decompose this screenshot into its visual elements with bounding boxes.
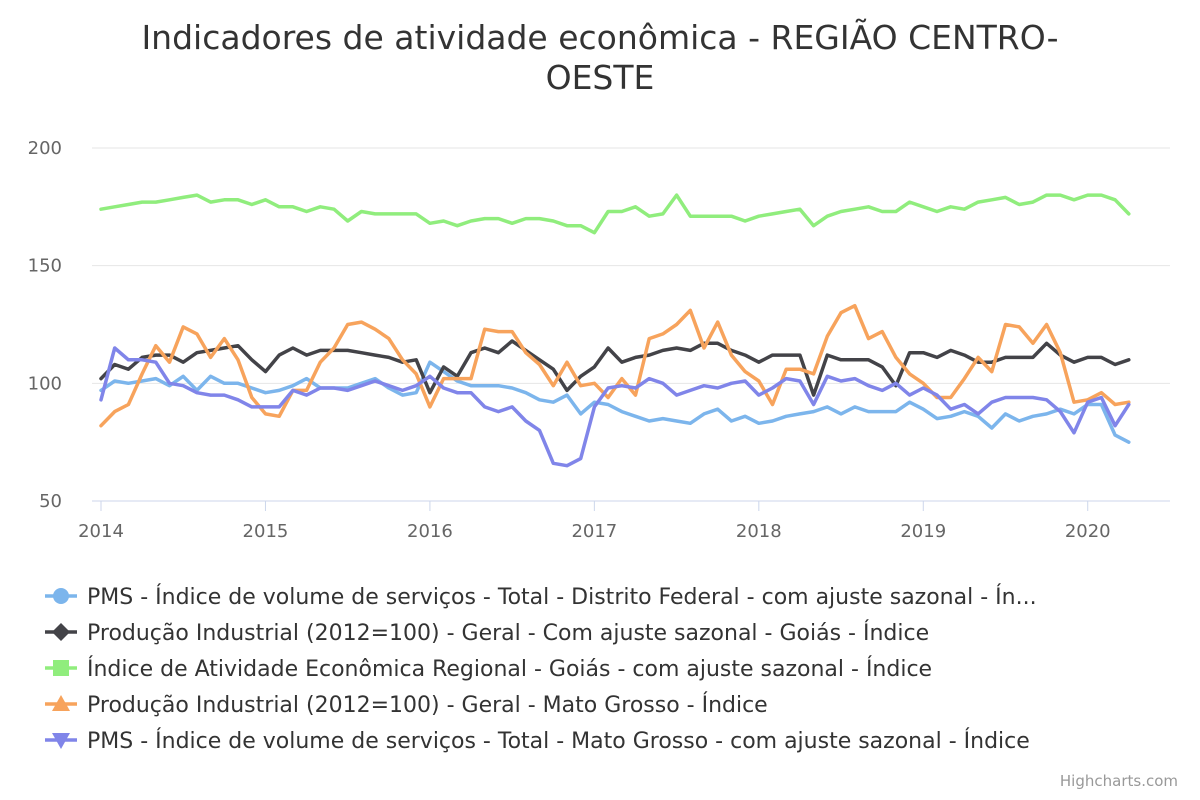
x-axis: 2014 2015 2016 2017 2018 2019 2020 xyxy=(78,500,1170,542)
legend-item-2[interactable]: Produção Industrial (2012=100) - Geral -… xyxy=(45,620,929,646)
legend-item-4[interactable]: Produção Industrial (2012=100) - Geral -… xyxy=(45,692,768,718)
legend-item-3[interactable]: Índice de Atividade Econômica Regional -… xyxy=(45,656,932,682)
legend-marker-triangle-icon xyxy=(52,695,70,711)
legend[interactable]: PMS - Índice de volume de serviços - Tot… xyxy=(45,584,1037,754)
y-axis: 50 100 150 200 xyxy=(28,138,62,512)
legend-marker-triangle-down-icon xyxy=(52,733,70,749)
series-line-1[interactable] xyxy=(99,360,1131,444)
series-line-2[interactable] xyxy=(99,339,1131,397)
x-tick-label: 2014 xyxy=(78,521,124,542)
x-tick-label: 2019 xyxy=(900,521,946,542)
x-tick-label: 2016 xyxy=(407,521,453,542)
legend-item-label: Produção Industrial (2012=100) - Geral -… xyxy=(87,692,768,718)
legend-marker-circle-icon xyxy=(53,588,69,604)
legend-item-1[interactable]: PMS - Índice de volume de serviços - Tot… xyxy=(45,584,1037,610)
legend-item-label: PMS - Índice de volume de serviços - Tot… xyxy=(87,584,1037,610)
legend-item-label: PMS - Índice de volume de serviços - Tot… xyxy=(87,728,1030,754)
y-tick-label: 200 xyxy=(28,138,62,159)
legend-item-label: Produção Industrial (2012=100) - Geral -… xyxy=(87,620,929,646)
x-tick-label: 2020 xyxy=(1065,521,1111,542)
x-tick-label: 2015 xyxy=(243,521,289,542)
chart-title-line-2: OESTE xyxy=(545,58,655,97)
y-tick-label: 150 xyxy=(28,256,62,277)
chart-title-line-1: Indicadores de atividade econômica - REG… xyxy=(141,18,1059,57)
y-tick-label: 100 xyxy=(28,373,62,394)
legend-item-5[interactable]: PMS - Índice de volume de serviços - Tot… xyxy=(45,728,1030,754)
y-tick-label: 50 xyxy=(39,491,62,512)
highcharts-credit-link[interactable]: Highcharts.com xyxy=(1059,772,1178,790)
legend-item-label: Índice de Atividade Econômica Regional -… xyxy=(87,656,932,682)
x-tick-label: 2018 xyxy=(736,521,782,542)
legend-marker-diamond-icon xyxy=(52,623,70,641)
series-line-3[interactable] xyxy=(99,193,1131,235)
series-line-5[interactable] xyxy=(99,346,1131,468)
plot-series xyxy=(99,193,1131,468)
legend-marker-square-icon xyxy=(53,660,69,676)
x-tick-label: 2017 xyxy=(571,521,617,542)
